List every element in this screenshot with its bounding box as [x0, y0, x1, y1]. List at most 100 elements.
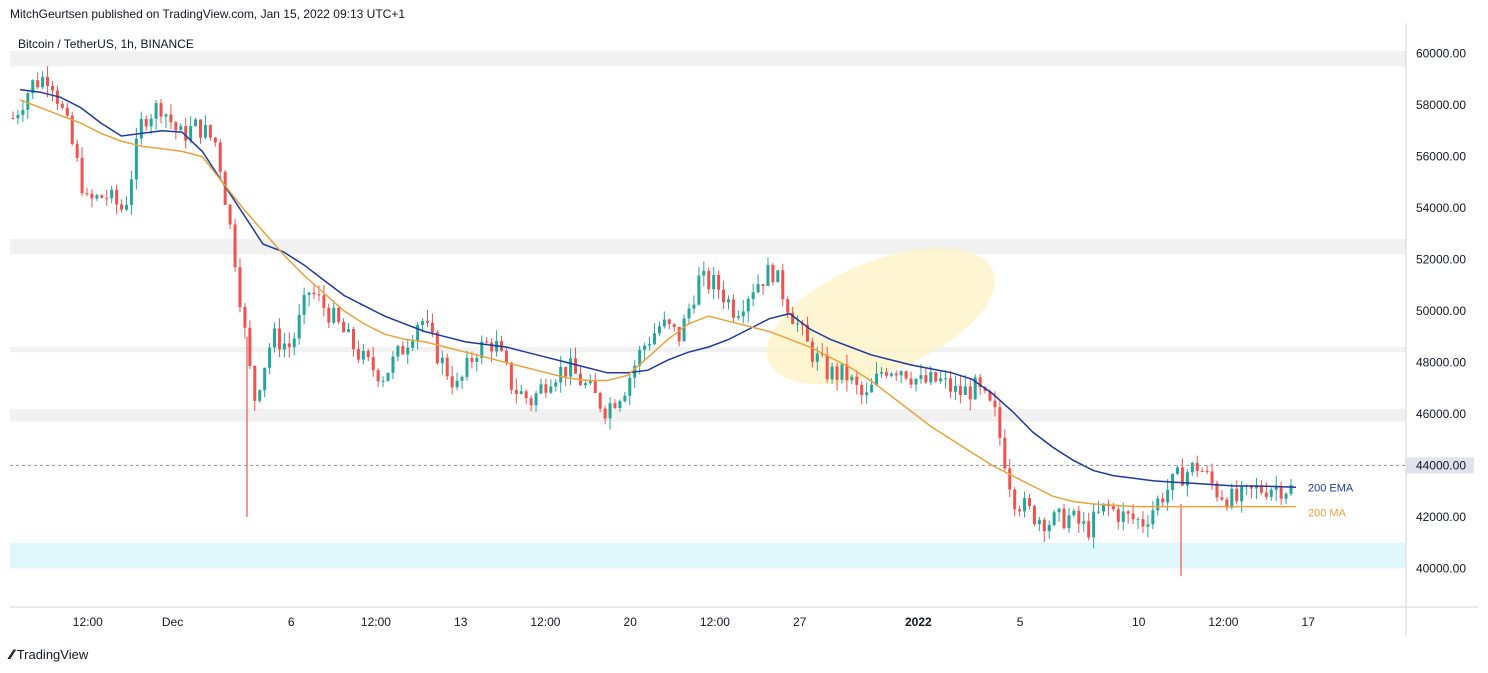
candle-body [149, 118, 153, 127]
candle-body [1057, 508, 1061, 513]
candle-body [100, 195, 104, 198]
candle-body [1210, 471, 1214, 484]
candle-body [771, 264, 775, 283]
candle-body [317, 294, 321, 296]
candle-body [731, 299, 735, 318]
y-tick-label: 42000.00 [1416, 510, 1466, 524]
candle-body [519, 391, 523, 394]
candle-body [1264, 492, 1268, 497]
candle-body [1077, 510, 1081, 524]
brand-footer[interactable]: ⁄⁄ TradingView [10, 646, 88, 662]
candle-body [1027, 498, 1031, 507]
candle-body [169, 114, 173, 123]
candle-body [815, 353, 819, 362]
x-tick-label: 10 [1132, 615, 1146, 629]
candle-body [263, 367, 267, 391]
candle-body [692, 304, 696, 309]
candle-body [411, 341, 415, 348]
candle-body [273, 328, 277, 348]
x-tick-label: 2022 [905, 615, 932, 629]
candle-body [569, 358, 573, 377]
candle-body [899, 371, 903, 376]
candle-body [1067, 515, 1071, 529]
candle-body [85, 193, 89, 195]
candle-body [781, 270, 785, 300]
candle-body [366, 350, 370, 358]
candle-body [371, 357, 375, 371]
candle-body [213, 137, 217, 143]
candle-body [277, 328, 281, 350]
candle-body [31, 80, 35, 94]
candle-body [820, 353, 824, 355]
candle-body [845, 364, 849, 381]
candle-body [697, 275, 701, 305]
candle-body [588, 381, 592, 384]
publisher-info: MitchGeurtsen published on TradingView.c… [10, 7, 406, 21]
candle-body [776, 270, 780, 283]
candle-body [623, 395, 627, 402]
candle-body [889, 373, 893, 376]
candle-body [1092, 511, 1096, 538]
candle-body [1146, 524, 1150, 527]
candle-body [598, 392, 602, 409]
y-tick-label: 50000.00 [1416, 304, 1466, 318]
x-tick-label: 12:00 [530, 615, 560, 629]
candle-body [963, 386, 967, 395]
candle-body [884, 372, 888, 376]
candle-body [618, 401, 622, 408]
candle-body [1284, 493, 1288, 499]
candle-body [184, 126, 188, 141]
candle-body [687, 308, 691, 319]
x-tick-label: 5 [1017, 615, 1024, 629]
candle-body [1126, 511, 1130, 514]
candle-body [475, 357, 479, 363]
candle-body [1166, 490, 1170, 503]
candle-body [36, 80, 40, 88]
candle-body [998, 407, 1002, 438]
candle-body [825, 354, 829, 380]
candle-body [159, 103, 163, 117]
candle-body [667, 319, 671, 325]
candle-body [253, 365, 257, 401]
candle-body [332, 307, 336, 323]
candle-body [875, 373, 879, 385]
candle-body [761, 284, 765, 287]
candle-body [756, 284, 760, 293]
candle-body [1101, 503, 1105, 512]
candle-body [628, 377, 632, 396]
candle-body [1235, 488, 1239, 502]
candle-body [865, 392, 869, 396]
candle-body [717, 274, 721, 290]
candle-body [144, 119, 148, 127]
candle-body [416, 324, 420, 342]
candle-body [406, 347, 410, 355]
candle-body [509, 362, 513, 390]
candle-body [26, 93, 30, 110]
candle-body [988, 390, 992, 401]
candle-body [939, 378, 943, 382]
candle-body [470, 357, 474, 363]
candle-body [855, 376, 859, 385]
zone-resistance-1 [10, 238, 1406, 255]
candle-body [485, 341, 489, 343]
candle-body [342, 321, 346, 333]
y-tick-label: 48000.00 [1416, 355, 1466, 369]
candle-body [672, 324, 676, 327]
x-tick-label: 12:00 [361, 615, 391, 629]
candle-body [1121, 511, 1125, 522]
candle-body [549, 386, 553, 393]
candle-body [949, 378, 953, 392]
candle-body [707, 270, 711, 290]
candle-body [944, 378, 948, 380]
candle-body [909, 378, 913, 385]
candle-body [1013, 489, 1017, 510]
candle-body [1052, 512, 1056, 525]
candle-body [337, 307, 341, 322]
candle-body [973, 377, 977, 400]
candle-body [401, 345, 405, 355]
candle-body [41, 76, 45, 88]
candle-body [228, 204, 232, 225]
symbol-title: Bitcoin / TetherUS, 1h, BINANCE [18, 37, 194, 51]
candle-body [396, 345, 400, 357]
